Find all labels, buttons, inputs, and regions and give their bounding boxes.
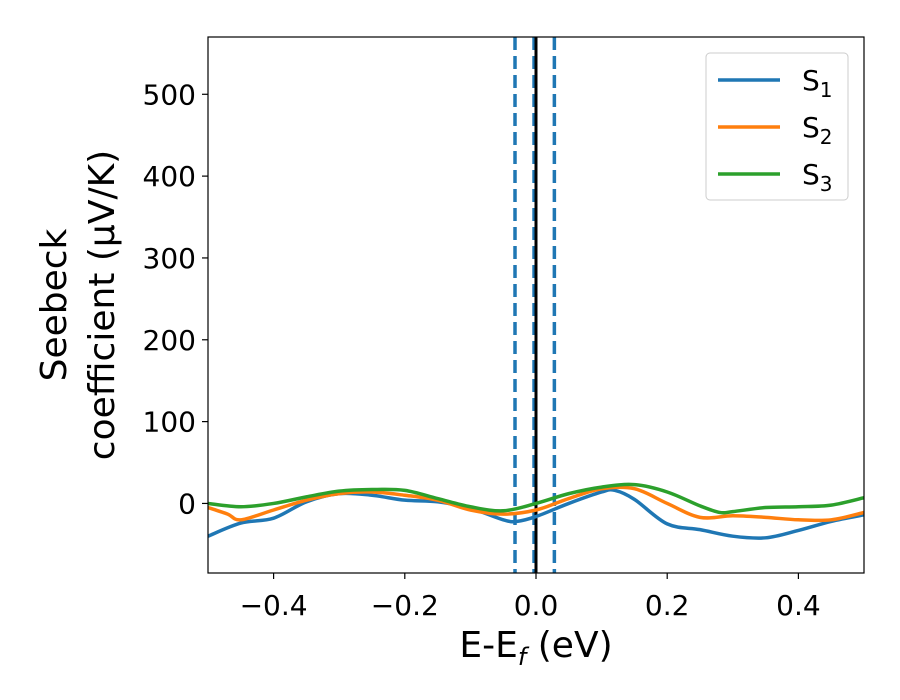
series-line-s3 — [208, 482, 864, 515]
y-tick-label: 500 — [143, 78, 196, 111]
y-tick-label: 400 — [143, 160, 196, 193]
x-tick-label: 0.0 — [514, 589, 559, 622]
legend-label-s2: S2 — [802, 111, 833, 149]
y-axis-label-line1: Seebeck — [34, 228, 75, 381]
y-axis-label-line2: coefficient (μV/K) — [82, 150, 123, 460]
y-tick-label: 0 — [178, 487, 196, 520]
y-tick-label: 300 — [143, 242, 196, 275]
x-axis-label: E-Ef (eV) — [459, 625, 612, 671]
x-tick-label: 0.2 — [645, 589, 690, 622]
x-tick-label: −0.4 — [240, 589, 308, 622]
x-axis-label-suffix: (eV) — [526, 625, 612, 666]
legend-label-s3: S3 — [802, 158, 833, 196]
y-tick-label: 100 — [143, 406, 196, 439]
x-tick-label: 0.4 — [776, 589, 821, 622]
legend-label-s1: S1 — [802, 64, 833, 102]
legend: S1 S2 S3 — [705, 52, 849, 201]
series-line-s2 — [208, 485, 864, 523]
x-tick-label: −0.2 — [371, 589, 439, 622]
y-tick-label: 200 — [143, 324, 196, 357]
x-axis-label-main: E-E — [459, 625, 517, 666]
